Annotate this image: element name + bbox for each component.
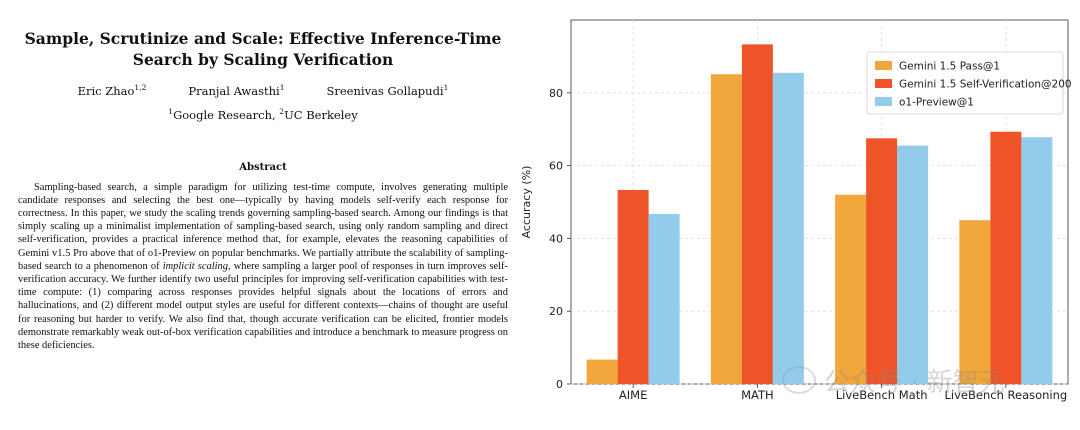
bar: [990, 131, 1022, 384]
bar: [897, 145, 929, 384]
legend-label: Gemini 1.5 Pass@1: [899, 61, 1000, 73]
author-list: Eric Zhao1,2 Pranjal Awasthi1 Sreenivas …: [18, 83, 508, 98]
bar: [959, 220, 991, 384]
bar: [835, 194, 867, 384]
y-tick-label: 20: [549, 305, 563, 318]
bar: [772, 72, 804, 384]
y-tick-label: 80: [549, 87, 563, 100]
bar: [586, 359, 618, 384]
paper-excerpt: Sample, Scrutinize and Scale: Effective …: [18, 28, 508, 352]
legend-swatch: [875, 97, 892, 106]
watermark: 公众号 · 新智元: [782, 360, 1062, 400]
legend-label: o1-Preview@1: [899, 97, 974, 109]
x-tick-label: LiveBench Reasoning: [945, 388, 1068, 402]
author: Eric Zhao1,2: [77, 83, 147, 98]
author: Sreenivas Gollapudi1: [326, 83, 449, 98]
legend-swatch: [875, 61, 892, 70]
y-axis-title: Accuracy (%): [520, 166, 533, 239]
bar: [617, 189, 649, 384]
legend-label: Gemini 1.5 Self-Verification@200: [899, 79, 1072, 91]
legend-swatch: [875, 79, 892, 88]
wechat-icon: [782, 366, 816, 394]
x-tick-label: LiveBench Math: [836, 388, 928, 402]
paper-title: Sample, Scrutinize and Scale: Effective …: [24, 29, 502, 69]
bar: [710, 74, 742, 385]
watermark-text: 公众号 · 新智元: [824, 367, 1005, 398]
y-tick-label: 60: [549, 160, 563, 173]
accuracy-bar-chart: 0 20 40 60 80 AIME MATH LiveBench Math LiveBench…: [510, 0, 1080, 430]
x-tick-label: MATH: [741, 388, 774, 402]
bar: [741, 44, 773, 384]
legend-box: [866, 51, 1064, 115]
bar: [866, 138, 898, 384]
y-tick-label: 0: [556, 378, 563, 391]
y-tick-label: 40: [549, 232, 563, 245]
x-tick-label: AIME: [619, 388, 647, 402]
bar: [1021, 137, 1053, 384]
affiliations: 1Google Research, 2UC Berkeley: [168, 106, 358, 122]
author: Pranjal Awasthi1: [188, 83, 285, 98]
chart-canvas: 0 20 40 60 80 AIME MATH LiveBench Math LiveBench…: [520, 19, 1072, 402]
bar: [648, 214, 680, 384]
abstract-text: Sampling-based search, a simple paradigm…: [18, 181, 508, 352]
abstract-heading: Abstract: [239, 161, 287, 173]
